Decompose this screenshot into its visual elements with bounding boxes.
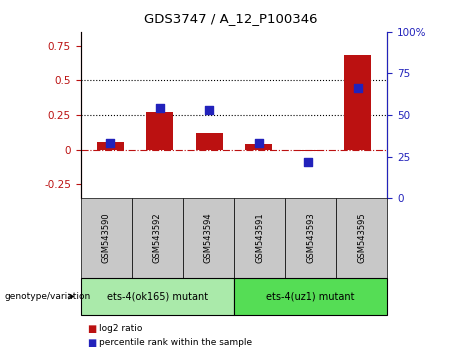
Text: GSM543591: GSM543591 [255,213,264,263]
Text: GDS3747 / A_12_P100346: GDS3747 / A_12_P100346 [144,12,317,25]
Text: ets-4(uz1) mutant: ets-4(uz1) mutant [266,291,355,302]
Point [304,159,312,165]
Point [255,141,262,146]
Text: GSM543593: GSM543593 [306,213,315,263]
Bar [146,112,173,150]
Point [156,105,164,111]
Text: ■: ■ [88,324,97,333]
Text: GSM543594: GSM543594 [204,213,213,263]
Point [206,107,213,113]
Text: percentile rank within the sample: percentile rank within the sample [99,338,252,347]
Bar [295,150,322,152]
Text: log2 ratio: log2 ratio [99,324,142,333]
Point [354,86,361,91]
Text: ets-4(ok165) mutant: ets-4(ok165) mutant [107,291,208,302]
Text: GSM543592: GSM543592 [153,213,162,263]
Bar [195,133,223,150]
Text: genotype/variation: genotype/variation [5,292,91,301]
Bar [344,56,371,150]
Bar [97,142,124,150]
Text: GSM543590: GSM543590 [102,213,111,263]
Text: ■: ■ [88,338,97,348]
Bar [245,144,272,150]
Text: GSM543595: GSM543595 [357,213,366,263]
Point [106,141,114,146]
